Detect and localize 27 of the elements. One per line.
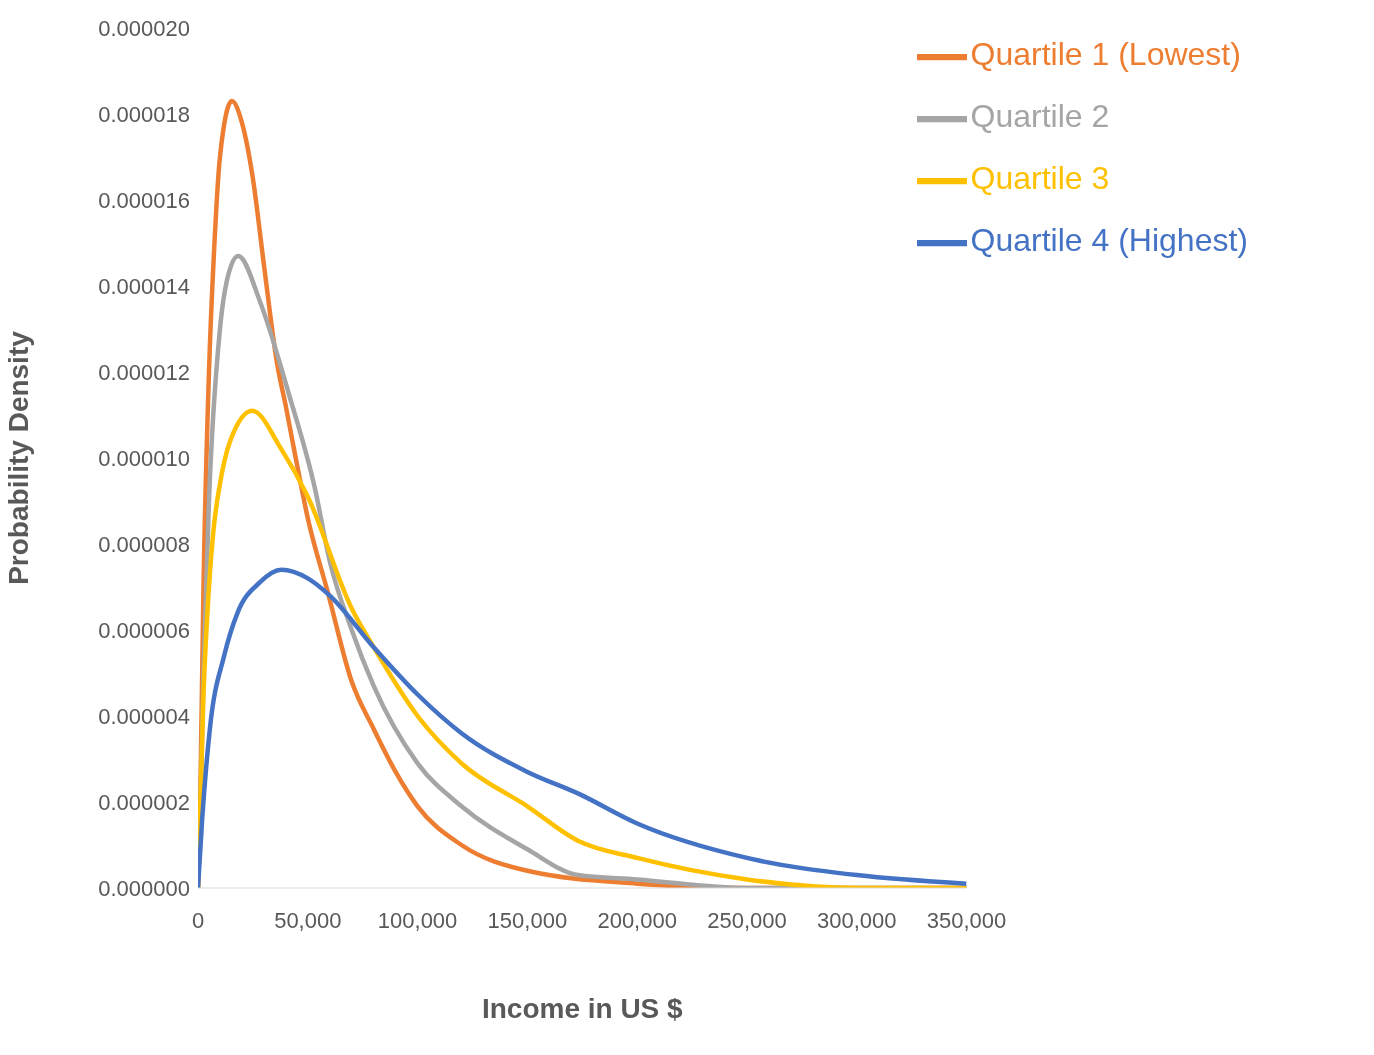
x-tick-label: 250,000: [707, 907, 787, 933]
y-tick-label: 0.000020: [98, 15, 190, 41]
x-tick-label: 0: [191, 907, 205, 933]
line-series: [198, 567, 967, 888]
x-axis-title: Income in US $: [481, 993, 684, 1024]
y-tick-label: 0.000000: [98, 875, 190, 901]
y-axis-title: Probability Density: [2, 330, 34, 585]
y-tick-label: 0.000018: [98, 101, 190, 127]
y-tick-label: 0.000014: [98, 273, 190, 299]
x-tick-label: 200,000: [597, 907, 677, 933]
y-tick-label: 0.000002: [98, 789, 190, 815]
line-series: [198, 408, 967, 888]
x-tick-label: 100,000: [377, 907, 458, 933]
y-tick-label: 0.000012: [98, 359, 190, 385]
x-tick-label: 50,000: [274, 907, 342, 933]
y-tick-label: 0.000008: [98, 531, 190, 557]
legend-label: Quartile 1 (Lowest): [970, 36, 1241, 72]
x-tick-label: 350,000: [926, 907, 1007, 933]
legend-label: Quartile 4 (Highest): [970, 222, 1248, 258]
legend-label: Quartile 3: [970, 160, 1110, 196]
x-tick-label: 150,000: [487, 907, 568, 933]
y-tick-label: 0.000010: [98, 445, 190, 471]
x-tick-label: 300,000: [817, 907, 897, 933]
y-tick-label: 0.000004: [98, 703, 190, 729]
legend-label: Quartile 2: [970, 98, 1110, 134]
y-tick-label: 0.000016: [98, 187, 190, 213]
y-tick-label: 0.000006: [98, 617, 190, 643]
